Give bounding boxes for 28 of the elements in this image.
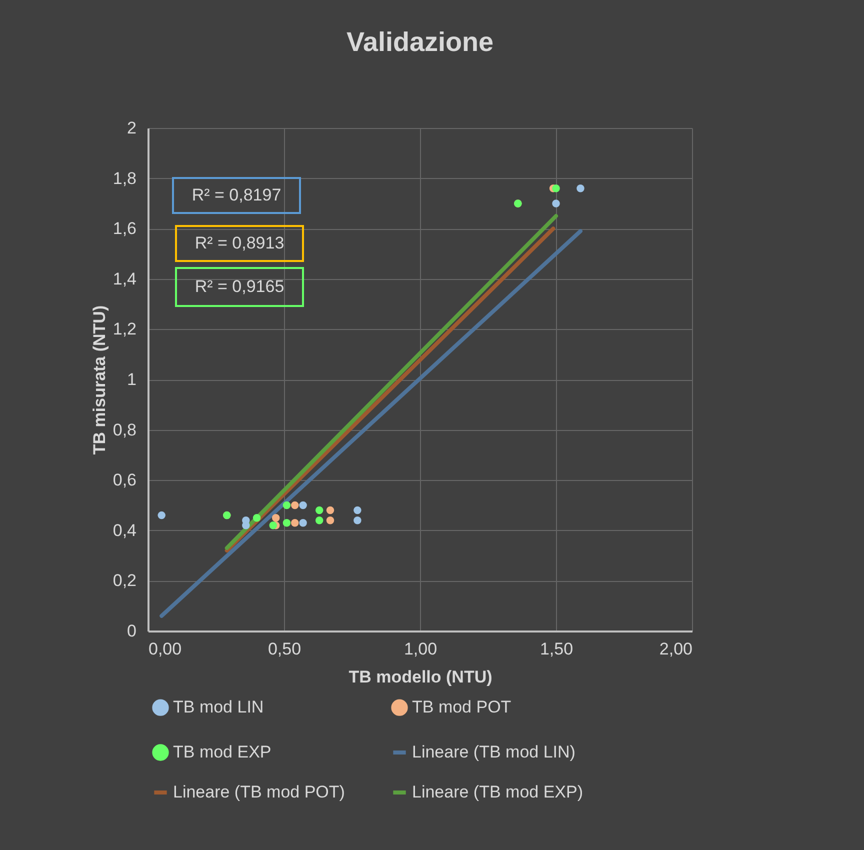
- legend-label: TB mod POT: [412, 698, 512, 717]
- annotation: R² = 0,9165: [194, 277, 284, 296]
- x-tick-label: 2,00: [659, 640, 692, 658]
- annotation: R² = 0,8913: [194, 234, 284, 252]
- x-tick-label: 0,50: [268, 640, 302, 658]
- legend-label: TB mod EXP: [173, 742, 272, 762]
- x-tick-label: 1,50: [540, 640, 574, 658]
- legend-label: Lineare (TB mod EXP): [412, 782, 584, 802]
- legend-label: Lineare (TB mod LIN): [412, 742, 576, 762]
- legend-label: Lineare (TB mod POT): [173, 782, 345, 802]
- annotation: R² = 0,8197: [192, 186, 282, 204]
- y-tick-label: 0,4: [112, 520, 136, 540]
- y-tick-label: 0,2: [112, 571, 136, 590]
- y-tick-label: 0,6: [112, 470, 136, 490]
- y-tick-label: 0,8: [112, 420, 136, 440]
- y-tick-label: 0: [127, 622, 136, 640]
- x-tick-label: 1,00: [404, 640, 438, 658]
- y-tick-label: 2: [127, 118, 136, 138]
- y-tick-label: 1,8: [112, 168, 136, 188]
- y-tick-label: 1,6: [112, 219, 136, 238]
- chart-title: Validazione: [346, 27, 494, 57]
- y-axis-title: TB misurata (NTU): [90, 305, 109, 455]
- y-tick-label: 1,2: [112, 320, 136, 339]
- y-tick-label: 1: [127, 370, 136, 389]
- x-axis-title: TB modello (NTU): [348, 668, 492, 686]
- y-tick-label: 1,4: [112, 269, 136, 288]
- legend-label: TB mod LIN: [173, 698, 264, 717]
- x-tick-label: 0,00: [148, 640, 182, 658]
